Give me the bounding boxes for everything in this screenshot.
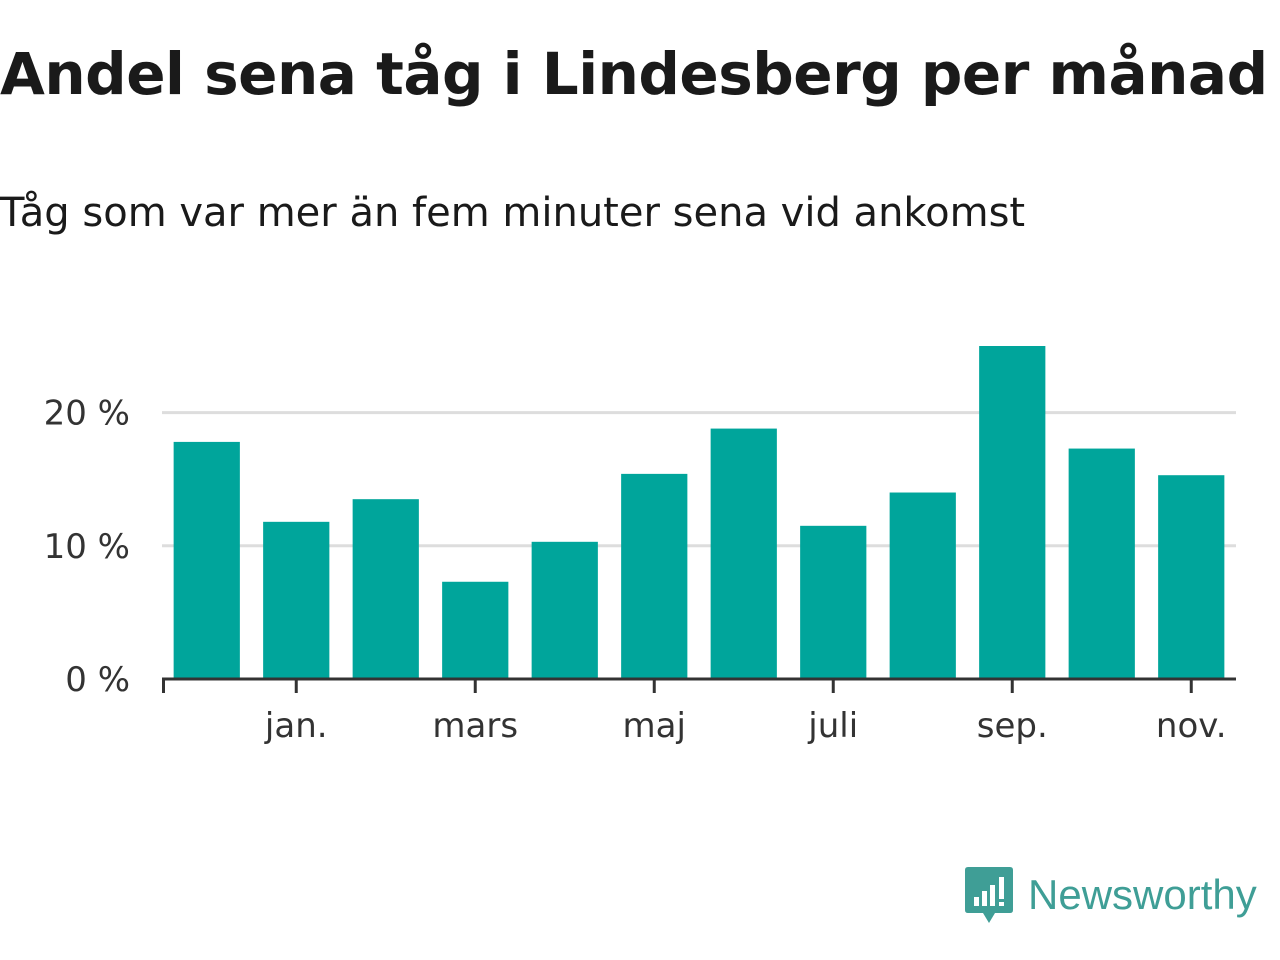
bar bbox=[800, 525, 867, 679]
bar bbox=[889, 492, 956, 679]
bar-chart-speech-bubble-icon bbox=[965, 867, 1013, 923]
grid-lines bbox=[162, 411, 1236, 548]
x-tick-label: sep. bbox=[977, 706, 1048, 746]
bar bbox=[531, 541, 598, 679]
bar bbox=[442, 581, 509, 679]
x-tick-label: nov. bbox=[1156, 706, 1227, 746]
y-axis-ticks: 0 % 10 % 20 % bbox=[44, 394, 130, 700]
x-axis bbox=[162, 677, 1236, 693]
brand-logo: Newsworthy bbox=[964, 862, 1276, 928]
y-tick-label: 10 % bbox=[44, 527, 130, 567]
x-tick-label: juli bbox=[807, 706, 858, 746]
bar bbox=[1068, 448, 1135, 679]
bar bbox=[979, 346, 1046, 679]
bars bbox=[173, 346, 1225, 679]
bar bbox=[263, 521, 330, 679]
x-tick-label: maj bbox=[623, 706, 686, 746]
y-tick-label: 20 % bbox=[44, 394, 130, 434]
bar bbox=[1158, 475, 1225, 679]
x-tick-label: mars bbox=[432, 706, 518, 746]
chart-title: Andel sena tåg i Lindesberg per månad bbox=[0, 40, 1268, 108]
bar bbox=[352, 499, 419, 679]
bar bbox=[621, 473, 688, 679]
y-tick-label: 0 % bbox=[65, 660, 130, 700]
brand-name: Newsworthy bbox=[1028, 871, 1257, 918]
x-axis-ticks: jan. mars maj juli sep. nov. bbox=[264, 679, 1227, 746]
bar bbox=[710, 428, 777, 679]
bar bbox=[173, 441, 240, 679]
chart-subtitle: Tåg som var mer än fem minuter sena vid … bbox=[0, 190, 1026, 236]
x-tick-label: jan. bbox=[264, 706, 328, 746]
